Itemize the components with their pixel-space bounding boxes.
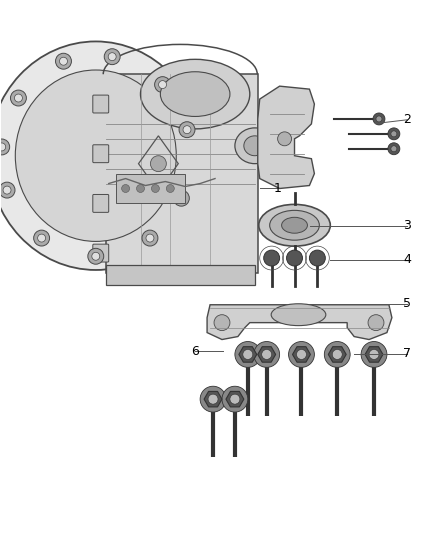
Circle shape [332,350,342,359]
Circle shape [0,139,10,155]
Circle shape [92,252,100,260]
Circle shape [391,131,397,137]
Polygon shape [328,346,346,362]
Circle shape [214,314,230,330]
Ellipse shape [160,72,230,116]
Text: 7: 7 [403,348,411,360]
Circle shape [286,250,303,266]
Circle shape [183,126,191,134]
FancyBboxPatch shape [93,195,109,212]
Ellipse shape [15,70,176,241]
Circle shape [222,386,248,412]
Ellipse shape [235,128,275,164]
Ellipse shape [282,217,307,233]
Circle shape [369,350,379,359]
Polygon shape [258,86,314,189]
Text: 1: 1 [274,182,282,195]
Text: 2: 2 [403,114,411,126]
Circle shape [34,230,49,246]
Circle shape [297,350,307,359]
FancyBboxPatch shape [116,174,185,204]
Circle shape [0,143,6,151]
Circle shape [289,342,314,367]
Polygon shape [207,305,392,340]
Circle shape [108,53,116,61]
Circle shape [3,186,11,194]
Polygon shape [365,346,383,362]
Circle shape [146,234,154,242]
Circle shape [361,342,387,367]
Circle shape [38,234,46,242]
Text: 6: 6 [191,345,199,358]
Ellipse shape [141,59,250,129]
FancyBboxPatch shape [106,74,258,273]
Circle shape [243,350,253,359]
FancyBboxPatch shape [106,265,255,285]
Circle shape [150,156,166,172]
Polygon shape [204,391,222,407]
Ellipse shape [270,211,319,240]
Circle shape [309,250,325,266]
Circle shape [122,184,130,192]
Circle shape [177,194,185,202]
Polygon shape [239,346,257,362]
Circle shape [254,342,279,367]
Circle shape [264,250,279,266]
Circle shape [391,146,397,152]
Circle shape [368,314,384,330]
Polygon shape [226,391,244,407]
Polygon shape [293,346,311,362]
FancyBboxPatch shape [93,95,109,113]
Ellipse shape [259,204,330,246]
Circle shape [230,394,240,404]
Circle shape [0,182,15,198]
Text: 4: 4 [403,253,411,266]
FancyBboxPatch shape [93,244,109,262]
FancyBboxPatch shape [93,145,109,163]
Circle shape [88,248,104,264]
Circle shape [388,143,400,155]
Circle shape [11,90,26,106]
Circle shape [208,394,218,404]
Polygon shape [258,346,276,362]
Circle shape [137,184,145,192]
Ellipse shape [0,42,203,270]
Circle shape [155,77,170,93]
Circle shape [262,350,272,359]
Circle shape [152,184,159,192]
Circle shape [60,57,67,65]
Circle shape [104,49,120,64]
Circle shape [56,53,71,69]
Circle shape [373,113,385,125]
Circle shape [173,190,189,206]
Circle shape [159,80,166,88]
Circle shape [179,122,195,138]
Circle shape [324,342,350,367]
Ellipse shape [244,136,266,156]
Circle shape [166,184,174,192]
Circle shape [14,94,22,102]
Text: 5: 5 [403,297,411,310]
Circle shape [376,116,382,122]
Ellipse shape [271,304,326,326]
Circle shape [388,128,400,140]
Text: 3: 3 [403,219,411,232]
Circle shape [200,386,226,412]
Circle shape [235,342,261,367]
Circle shape [278,132,292,146]
Circle shape [142,230,158,246]
